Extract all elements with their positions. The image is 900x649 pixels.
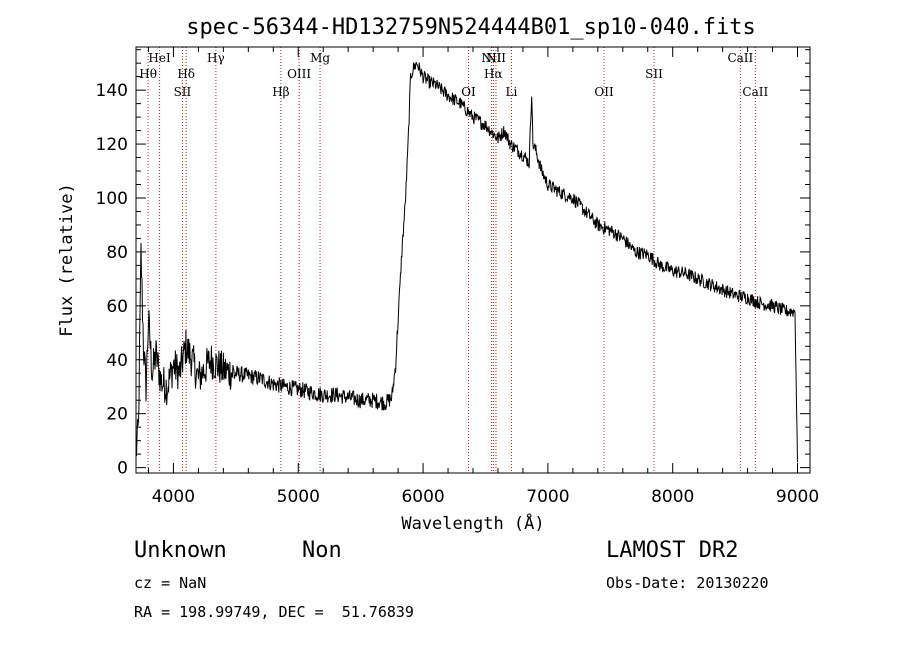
- line-marker-label: OII: [594, 85, 614, 99]
- line-marker-label: Hδ: [177, 67, 195, 81]
- line-marker-label: CaII: [742, 85, 768, 99]
- x-axis-label: Wavelength (Å): [401, 512, 544, 534]
- spectrum-line: [135, 61, 798, 463]
- line-marker-label: CaII: [727, 51, 753, 65]
- coordinates-readout: RA = 198.99749, DEC = 51.76839: [134, 603, 414, 621]
- line-marker-label: Hβ: [272, 85, 289, 99]
- line-marker-label: Li: [506, 85, 518, 99]
- line-marker-label: Hα: [484, 67, 503, 81]
- observation-date: Obs-Date: 20130220: [606, 574, 769, 592]
- object-class: Unknown: [134, 538, 227, 563]
- y-tick-label: 20: [106, 405, 128, 425]
- line-marker-label: OIII: [287, 67, 311, 81]
- line-marker-label: NII: [481, 51, 501, 65]
- object-subclass: Non: [302, 538, 342, 563]
- x-tick-label: 4000: [152, 487, 195, 507]
- line-marker-label: Mg: [310, 51, 330, 65]
- y-tick-label: 140: [96, 81, 128, 101]
- spectrum-series: [135, 61, 798, 463]
- y-tick-label: 120: [96, 135, 128, 155]
- y-tick-label: 40: [106, 351, 128, 371]
- line-marker-label: Hθ: [139, 67, 157, 81]
- y-tick-label: 80: [106, 243, 128, 263]
- y-tick-label: 100: [96, 189, 128, 209]
- x-tick-label: 7000: [526, 487, 569, 507]
- y-axis-label: Flux (relative): [57, 183, 77, 337]
- spectral-line-markers: Hθ HeI SII Hδ Hγ Hβ OIII Mg OI NII Hα NII Li OII SII Ca…: [139, 47, 768, 473]
- line-marker-label: SII: [645, 67, 663, 81]
- x-tick-label: 8000: [651, 487, 694, 507]
- survey-name: LAMOST DR2: [606, 538, 739, 563]
- x-tick-label: 6000: [401, 487, 444, 507]
- x-tick-label: 5000: [277, 487, 320, 507]
- line-marker-label: HeI: [148, 51, 171, 65]
- y-axis-ticks: 0 20 40 60 80 100 120 140: [96, 49, 810, 479]
- line-marker-label: OI: [461, 85, 476, 99]
- y-tick-label: 0: [117, 459, 128, 479]
- x-tick-label: 9000: [776, 487, 819, 507]
- line-marker-label: SII: [174, 85, 192, 99]
- y-tick-label: 60: [106, 297, 128, 317]
- line-marker-label: Hγ: [207, 51, 225, 65]
- plot-frame: [135, 46, 811, 474]
- chart-title: spec-56344-HD132759N524444B01_sp10-040.f…: [186, 15, 756, 40]
- redshift-readout: cz = NaN: [134, 574, 207, 592]
- line-marker-label: NII: [486, 51, 506, 65]
- x-axis-ticks: 4000 5000 6000 7000 8000 9000: [147, 47, 819, 507]
